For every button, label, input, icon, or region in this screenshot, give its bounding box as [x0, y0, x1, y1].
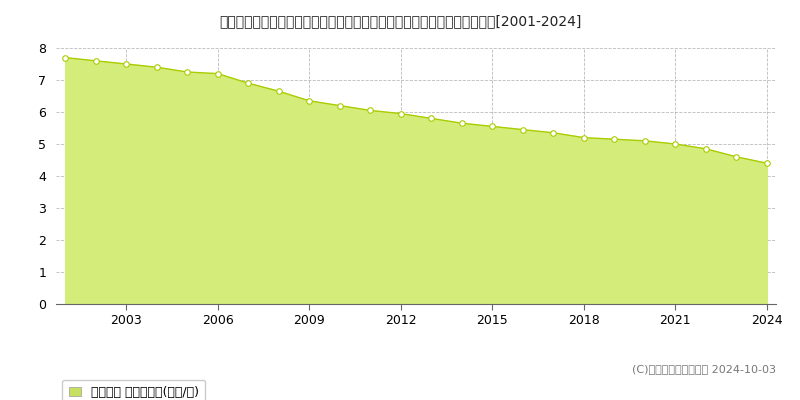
Point: [303, 98, 316, 104]
Point: [486, 123, 498, 130]
Point: [394, 110, 407, 117]
Point: [455, 120, 468, 126]
Point: [272, 88, 285, 94]
Point: [334, 102, 346, 109]
Point: [578, 134, 590, 141]
Point: [242, 80, 254, 86]
Legend: 基準地価 平均坊単価(万円/坊): 基準地価 平均坊単価(万円/坊): [62, 380, 206, 400]
Point: [120, 61, 133, 67]
Point: [364, 107, 377, 114]
Point: [761, 160, 774, 166]
Point: [58, 54, 71, 61]
Text: (C)土地価格ドットコム 2024-10-03: (C)土地価格ドットコム 2024-10-03: [632, 364, 776, 374]
Point: [608, 136, 621, 142]
Point: [699, 146, 712, 152]
Point: [181, 69, 194, 75]
Point: [211, 70, 224, 77]
Text: 佐賀県佐賀市巨勢町大字修理田字二本谷２７番１外　基準地価　地価推移[2001-2024]: 佐賀県佐賀市巨勢町大字修理田字二本谷２７番１外 基準地価 地価推移[2001-2…: [219, 14, 581, 28]
Point: [730, 154, 742, 160]
Point: [516, 126, 529, 133]
Point: [150, 64, 163, 70]
Point: [638, 138, 651, 144]
Point: [547, 130, 560, 136]
Point: [425, 115, 438, 122]
Point: [669, 141, 682, 147]
Point: [90, 58, 102, 64]
